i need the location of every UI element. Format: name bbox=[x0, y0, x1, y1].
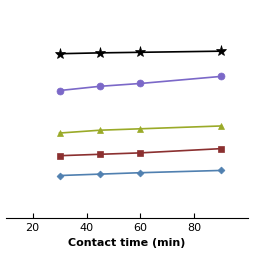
pH 2 bbox=[220, 50, 223, 53]
pH 10 bbox=[220, 169, 223, 172]
pH 4 bbox=[58, 89, 61, 92]
pH 6 bbox=[139, 127, 142, 130]
pH 10 bbox=[99, 172, 102, 176]
pH 8 bbox=[139, 151, 142, 154]
Line: pH 4: pH 4 bbox=[56, 73, 225, 94]
Line: pH 2: pH 2 bbox=[54, 46, 227, 59]
pH 6 bbox=[58, 132, 61, 135]
pH 8 bbox=[220, 147, 223, 150]
pH 6 bbox=[220, 124, 223, 128]
pH 6 bbox=[99, 129, 102, 132]
pH 4 bbox=[220, 75, 223, 78]
pH 4 bbox=[99, 85, 102, 88]
pH 8 bbox=[58, 154, 61, 157]
Line: pH 6: pH 6 bbox=[56, 122, 225, 136]
pH 2 bbox=[99, 51, 102, 54]
pH 4 bbox=[139, 82, 142, 85]
Line: pH 8: pH 8 bbox=[57, 146, 224, 158]
X-axis label: Contact time (min): Contact time (min) bbox=[68, 239, 186, 248]
pH 10 bbox=[58, 174, 61, 177]
pH 8 bbox=[99, 153, 102, 156]
pH 10 bbox=[139, 171, 142, 174]
Line: pH 10: pH 10 bbox=[57, 168, 224, 178]
pH 2 bbox=[139, 51, 142, 54]
pH 2 bbox=[58, 52, 61, 55]
